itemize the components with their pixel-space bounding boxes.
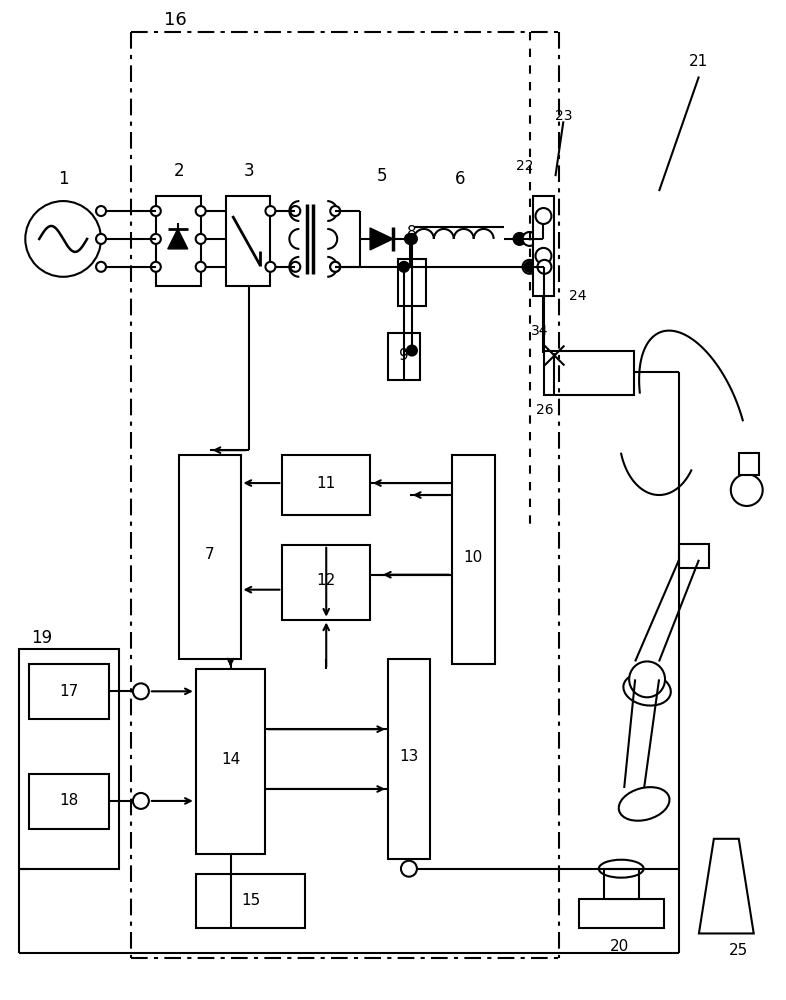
Text: 34: 34 — [531, 324, 548, 338]
Circle shape — [151, 262, 161, 272]
Bar — [545, 351, 634, 395]
Bar — [196, 669, 266, 854]
Bar — [739, 453, 758, 475]
Text: 19: 19 — [31, 629, 52, 647]
Bar — [398, 259, 426, 306]
Polygon shape — [699, 839, 754, 933]
Circle shape — [399, 262, 409, 272]
Circle shape — [404, 261, 416, 273]
Circle shape — [523, 260, 537, 274]
Text: 24: 24 — [568, 289, 586, 303]
Circle shape — [290, 262, 300, 272]
Text: 5: 5 — [376, 167, 387, 185]
Circle shape — [405, 234, 415, 244]
Text: 15: 15 — [241, 893, 260, 908]
Polygon shape — [370, 228, 393, 250]
Circle shape — [133, 683, 149, 699]
Bar — [29, 664, 109, 719]
Circle shape — [539, 262, 549, 272]
Bar — [282, 545, 370, 620]
Bar — [388, 333, 420, 380]
Circle shape — [25, 201, 101, 277]
Text: 16: 16 — [164, 11, 187, 29]
Text: 21: 21 — [689, 54, 708, 69]
Text: 26: 26 — [535, 403, 553, 417]
Text: 17: 17 — [60, 684, 79, 699]
Text: 23: 23 — [555, 109, 572, 123]
Circle shape — [535, 248, 552, 264]
Text: 6: 6 — [454, 170, 465, 188]
Bar — [388, 659, 430, 859]
Circle shape — [266, 262, 275, 272]
Bar — [579, 899, 664, 928]
Circle shape — [330, 206, 340, 216]
Text: 3: 3 — [243, 162, 254, 180]
Text: 13: 13 — [399, 749, 419, 764]
Bar — [20, 649, 119, 869]
Bar — [156, 196, 200, 286]
Circle shape — [151, 234, 161, 244]
Circle shape — [535, 208, 552, 224]
Text: 14: 14 — [221, 752, 241, 767]
Text: 9: 9 — [399, 348, 409, 363]
Circle shape — [407, 234, 417, 244]
Text: 2: 2 — [174, 162, 184, 180]
Polygon shape — [167, 229, 188, 249]
Bar — [178, 455, 241, 659]
Circle shape — [96, 262, 106, 272]
Circle shape — [96, 206, 106, 216]
Circle shape — [330, 262, 340, 272]
Circle shape — [330, 262, 340, 272]
Text: 22: 22 — [516, 159, 533, 173]
Text: 8: 8 — [407, 225, 417, 240]
Bar — [452, 455, 494, 664]
Text: 7: 7 — [205, 547, 215, 562]
Circle shape — [407, 346, 417, 356]
Text: 11: 11 — [317, 476, 336, 491]
Circle shape — [133, 793, 149, 809]
Text: 12: 12 — [317, 573, 336, 588]
Bar — [604, 869, 639, 899]
Text: 18: 18 — [60, 793, 79, 808]
Circle shape — [196, 234, 206, 244]
Bar — [29, 774, 109, 829]
Circle shape — [196, 262, 206, 272]
Bar — [226, 196, 270, 286]
Circle shape — [151, 206, 161, 216]
Bar — [679, 544, 709, 568]
Circle shape — [524, 262, 534, 272]
Circle shape — [196, 206, 206, 216]
Circle shape — [523, 232, 537, 246]
Circle shape — [731, 474, 762, 506]
Circle shape — [290, 206, 300, 216]
Text: 25: 25 — [729, 943, 748, 958]
Text: 10: 10 — [463, 550, 483, 565]
Circle shape — [629, 661, 665, 697]
Circle shape — [266, 206, 275, 216]
Text: 20: 20 — [610, 939, 629, 954]
Bar — [532, 196, 554, 296]
Text: 1: 1 — [58, 170, 68, 188]
Bar — [196, 874, 305, 928]
Circle shape — [538, 260, 552, 274]
Circle shape — [513, 233, 526, 245]
Circle shape — [96, 234, 106, 244]
Bar — [282, 455, 370, 515]
Circle shape — [401, 861, 417, 877]
